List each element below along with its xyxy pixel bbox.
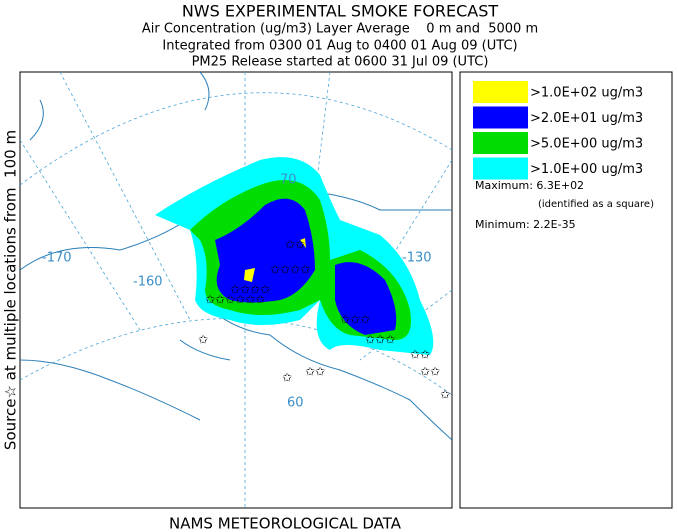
legend-swatch [473,106,528,129]
svg-text:✩✩: ✩✩ [420,365,440,379]
legend-swatch [473,81,528,103]
legend-label: >5.0E+00 ug/m3 [530,137,643,152]
map: ✩✩✩✩✩✩✩✩✩✩✩✩✩✩ ✩✩✩✩✩✩✩✩ ✩✩✩✩ ✩✩✩✩✩ -170 … [19,71,453,509]
map-label: -170 [42,251,72,266]
side-label: Source☆ at multiple locations from 100 m [2,130,20,450]
legend-minimum: Minimum: 2.2E-35 [475,218,576,231]
svg-text:✩: ✩ [282,371,292,385]
svg-text:✩✩: ✩✩ [305,365,325,379]
legend-maximum: Maximum: 6.3E+02 [475,179,584,192]
legend: Maximum: 6.3E+02 (identified as a square… [459,71,673,509]
footer: NAMS METEOROLOGICAL DATA [169,515,402,532]
svg-text:✩✩✩: ✩✩✩ [365,333,395,347]
map-label: 60 [287,396,304,411]
svg-text:✩: ✩ [440,388,450,402]
legend-label: >2.0E+01 ug/m3 [530,111,643,126]
svg-text:✩✩✩✩: ✩✩✩✩ [230,283,270,297]
svg-text:✩✩✩✩: ✩✩✩✩ [270,263,310,277]
legend-label: >1.0E+00 ug/m3 [530,162,643,177]
title: NWS EXPERIMENTAL SMOKE FORECAST [182,2,499,21]
legend-swatch [473,157,528,180]
subtitle: Integrated from 0300 01 Aug to 0400 01 A… [162,39,517,54]
map-label: 70 [280,173,297,188]
map-label: -160 [133,275,163,290]
subtitle: Air Concentration (ug/m3) Layer Average … [142,22,538,37]
legend-label: >1.0E+02 ug/m3 [530,86,643,101]
subtitle: PM25 Release started at 0600 31 Jul 09 (… [192,55,489,70]
legend-swatch [473,132,528,154]
legend-note: (identified as a square) [538,199,654,210]
svg-text:✩✩: ✩✩ [410,348,430,362]
svg-text:✩✩✩✩✩✩: ✩✩✩✩✩✩ [205,293,265,307]
map-label: -130 [402,251,432,266]
svg-text:✩✩: ✩✩ [285,238,305,252]
svg-text:✩✩✩: ✩✩✩ [340,313,370,327]
svg-text:✩: ✩ [198,333,208,347]
